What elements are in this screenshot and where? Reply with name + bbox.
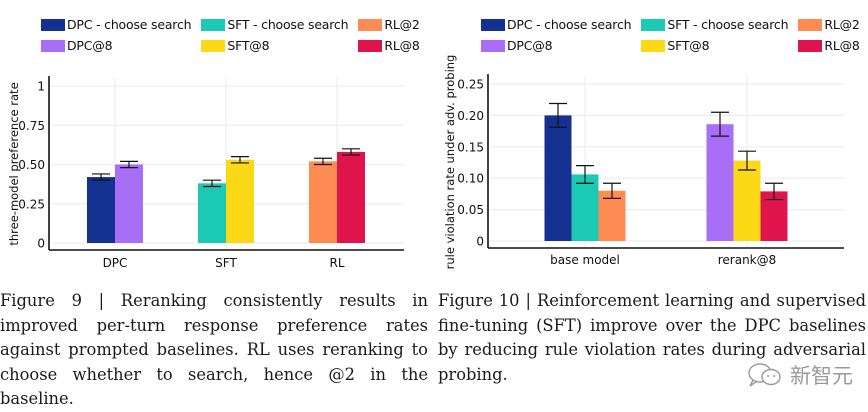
legend-label: DPC@8 bbox=[67, 38, 113, 53]
figure-10-chart: DPC - choose search SFT - choose search … bbox=[434, 0, 868, 280]
bar bbox=[309, 161, 337, 243]
legend-label: RL@2 bbox=[384, 17, 420, 32]
legend-swatch bbox=[201, 39, 226, 52]
figure-9-caption: Figure 9 | Reranking consistently result… bbox=[0, 291, 428, 408]
bar bbox=[198, 183, 226, 243]
bar bbox=[706, 124, 734, 241]
watermark: 新智元 bbox=[746, 360, 853, 390]
legend-swatch bbox=[641, 18, 666, 31]
y-tick-label: 0.20 bbox=[457, 109, 484, 123]
legend-label: DPC@8 bbox=[507, 38, 553, 53]
legend-label: RL@8 bbox=[824, 38, 860, 53]
bar bbox=[115, 164, 143, 243]
y-tick-label: 0.25 bbox=[18, 197, 45, 211]
bar bbox=[598, 190, 626, 241]
x-tick-label: base model bbox=[550, 253, 620, 267]
y-tick-label: 0.05 bbox=[457, 203, 484, 217]
legend-swatch bbox=[798, 39, 823, 52]
chart-legend: DPC - choose search SFT - choose search … bbox=[481, 16, 860, 54]
legend-label: RL@2 bbox=[824, 17, 860, 32]
legend-swatch bbox=[201, 18, 226, 31]
legend-swatch bbox=[641, 39, 666, 52]
y-tick-label: 1 bbox=[37, 80, 45, 94]
y-axis-title: three-model preference rate bbox=[7, 82, 21, 245]
y-axis-title: rule violation rate under adv. probing bbox=[443, 55, 457, 270]
legend-label: SFT - choose search bbox=[227, 17, 349, 32]
chart-plot-area: 0 0.25 0.50 0.75 1 DPC SFT RL three-model prefer… bbox=[7, 76, 404, 270]
y-tick-label: 0.10 bbox=[457, 172, 484, 186]
legend-swatch bbox=[798, 18, 823, 31]
legend-swatch bbox=[41, 39, 65, 52]
legend-swatch bbox=[481, 18, 505, 31]
legend-swatch bbox=[358, 39, 383, 52]
legend-item: DPC@8 bbox=[41, 37, 191, 54]
legend-label: SFT@8 bbox=[667, 38, 710, 53]
legend-swatch bbox=[358, 18, 383, 31]
legend-item: DPC - choose search bbox=[41, 16, 192, 33]
chart-plot-area: 0 0.05 0.10 0.15 0.20 0.25 base model rerank@8 r… bbox=[443, 55, 844, 270]
x-tick-label: rerank@8 bbox=[718, 253, 777, 267]
legend-item: DPC - choose search bbox=[481, 16, 632, 33]
legend-label: DPC - choose search bbox=[67, 17, 192, 32]
legend-label: SFT@8 bbox=[227, 38, 270, 53]
bar bbox=[733, 160, 761, 241]
bar bbox=[226, 159, 254, 243]
legend-label: DPC - choose search bbox=[507, 17, 632, 32]
bar bbox=[87, 177, 115, 243]
y-tick-label: 0.75 bbox=[18, 119, 45, 133]
bar bbox=[571, 174, 599, 241]
x-tick-label: SFT bbox=[215, 256, 237, 270]
legend-swatch bbox=[481, 39, 505, 52]
chart-legend: DPC - choose search SFT - choose search … bbox=[41, 16, 420, 54]
bar bbox=[544, 115, 572, 241]
legend-label: RL@8 bbox=[384, 38, 420, 53]
legend-item: RL@8 bbox=[358, 37, 420, 54]
y-tick-label: 0 bbox=[37, 237, 45, 251]
watermark-text: 新智元 bbox=[790, 364, 853, 388]
legend-item: RL@2 bbox=[798, 16, 860, 33]
legend-item: SFT - choose search bbox=[641, 16, 789, 33]
y-tick-label: 0 bbox=[476, 235, 484, 249]
legend-item: SFT@8 bbox=[201, 37, 348, 54]
legend-item: RL@2 bbox=[358, 16, 420, 33]
y-tick-label: 0.15 bbox=[457, 140, 484, 154]
legend-item: RL@8 bbox=[798, 37, 860, 54]
figure-9-chart: DPC - choose search SFT - choose search … bbox=[0, 0, 434, 280]
legend-swatch bbox=[41, 18, 65, 31]
y-tick-label: 0.50 bbox=[18, 158, 45, 172]
legend-item: SFT - choose search bbox=[201, 16, 349, 33]
figure-10-caption: Figure 10 | Reinforcement learning and s… bbox=[438, 291, 866, 384]
wechat-icon bbox=[748, 363, 781, 387]
legend-item: SFT@8 bbox=[641, 37, 788, 54]
legend-label: SFT - choose search bbox=[667, 17, 789, 32]
x-tick-label: DPC bbox=[103, 256, 128, 270]
bar bbox=[337, 151, 365, 243]
y-tick-label: 0.25 bbox=[457, 78, 484, 92]
x-tick-label: RL bbox=[329, 256, 344, 270]
legend-item: DPC@8 bbox=[481, 37, 631, 54]
